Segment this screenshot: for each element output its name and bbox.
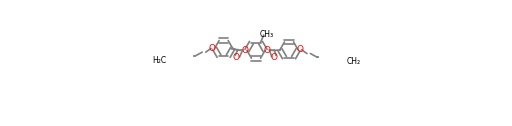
Text: H₂C: H₂C — [152, 56, 166, 65]
Text: O: O — [297, 45, 304, 54]
Text: CH₂: CH₂ — [346, 57, 360, 66]
Text: O: O — [209, 43, 216, 53]
Text: O: O — [232, 53, 240, 62]
Text: CH₃: CH₃ — [259, 30, 273, 39]
Text: O: O — [264, 45, 271, 55]
Text: O: O — [271, 53, 278, 62]
Text: O: O — [241, 46, 248, 55]
